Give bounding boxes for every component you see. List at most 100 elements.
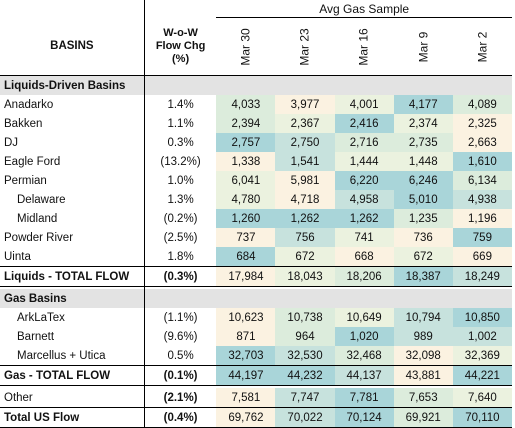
- basin-name: ArkLaTex: [0, 308, 145, 327]
- basin-row: Other (2.1%) 7,581 7,747 7,781 7,653 7,640: [0, 388, 512, 408]
- gas-sample-value: 1,020: [334, 327, 394, 346]
- gas-sample-value: 1,262: [334, 209, 394, 228]
- header-blank-cell: [0, 0, 145, 18]
- basin-row: Anadarko 1.4% 4,033 3,977 4,001 4,177 4,089: [0, 95, 512, 114]
- gas-sample-value: 10,623: [216, 308, 276, 327]
- gas-sample-value: 6,041: [216, 171, 276, 190]
- gas-sample-value: 2,374: [393, 114, 453, 133]
- basin-name: Gas Basins: [0, 289, 145, 308]
- gas-sample-value: 672: [393, 247, 453, 267]
- wow-change-value: (9.6%): [163, 330, 198, 343]
- gas-sample-value: 736: [393, 228, 453, 247]
- gas-sample-value: [334, 289, 394, 308]
- gas-sample-value: 6,134: [452, 171, 512, 190]
- gas-sample-value: 6,246: [393, 171, 453, 190]
- gas-sample-value: 1,196: [452, 209, 512, 228]
- gas-sample-value: 10,794: [393, 308, 453, 327]
- avg-gas-sample-title: Avg Gas Sample: [216, 0, 512, 18]
- basin-name: Bakken: [0, 114, 145, 133]
- chg-header-line-3: (%): [172, 52, 190, 65]
- wow-change-value: 1.0%: [167, 174, 194, 187]
- gas-sample-value: 70,124: [334, 407, 394, 428]
- date-label: Mar 2: [475, 31, 490, 62]
- gas-sample-value: 756: [275, 228, 335, 247]
- gas-sample-value: 5,981: [275, 171, 335, 190]
- wow-change-value: (0.4%): [144, 407, 217, 428]
- wow-change-value: 1.3%: [167, 193, 194, 206]
- spacer-row: [0, 286, 512, 289]
- gas-sample-value: 4,033: [216, 95, 276, 114]
- gas-sample-value: 668: [334, 247, 394, 267]
- gas-sample-value: 7,640: [452, 388, 512, 408]
- wow-change-value: 0.3%: [167, 136, 194, 149]
- gas-sample-value: [334, 75, 394, 95]
- header-row: BASINS W-o-W Flow Chg (%) Mar 30 Mar 23 …: [0, 17, 512, 76]
- gas-sample-value: 5,010: [393, 190, 453, 209]
- gas-sample-value: 70,110: [452, 407, 512, 428]
- date-label: Mar 16: [357, 27, 372, 66]
- basin-name: Permian: [0, 171, 145, 190]
- gas-sample-value: 32,098: [393, 346, 453, 366]
- header-top-row: Avg Gas Sample: [0, 0, 512, 18]
- gas-sample-value: 32,369: [452, 346, 512, 366]
- gas-sample-value: 2,367: [275, 114, 335, 133]
- basin-name: Liquids - TOTAL FLOW: [0, 266, 145, 287]
- gas-sample-value: 43,881: [393, 365, 453, 386]
- gas-sample-value: [275, 75, 335, 95]
- gas-sample-value: 741: [334, 228, 394, 247]
- gas-sample-value: [275, 289, 335, 308]
- gas-sample-value: 4,001: [334, 95, 394, 114]
- gas-sample-value: 1,262: [275, 209, 335, 228]
- gas-sample-value: 7,581: [216, 388, 276, 408]
- gas-sample-value: 2,325: [452, 114, 512, 133]
- date-header: Mar 30: [216, 18, 275, 76]
- gas-sample-value: [216, 289, 276, 308]
- gas-sample-value: 10,850: [452, 308, 512, 327]
- date-header: Mar 9: [394, 18, 453, 76]
- gas-sample-value: 4,958: [334, 190, 394, 209]
- basin-name: Other: [0, 388, 145, 408]
- gas-sample-value: 684: [216, 247, 276, 267]
- gas-sample-value: 737: [216, 228, 276, 247]
- basin-row: Barnett (9.6%) 871 964 1,020 989 1,002: [0, 327, 512, 346]
- gas-sample-value: 1,338: [216, 152, 276, 171]
- basin-name: Total US Flow: [0, 407, 145, 428]
- basin-name: Eagle Ford: [0, 152, 145, 171]
- gas-sample-value: 44,221: [452, 365, 512, 386]
- wow-change-value: (0.2%): [163, 212, 198, 225]
- total-row: Gas - TOTAL FLOW (0.1%) 44,197 44,232 44,137…: [0, 365, 512, 386]
- date-header: Mar 23: [275, 18, 334, 76]
- basin-name: Delaware: [0, 190, 145, 209]
- wow-change-value: (1.1%): [163, 311, 198, 324]
- gas-sample-value: [452, 75, 512, 95]
- gas-sample-value: 2,750: [275, 133, 335, 152]
- gas-sample-value: [452, 289, 512, 308]
- gas-sample-value: 1,002: [452, 327, 512, 346]
- basin-name: Midland: [0, 209, 145, 228]
- basin-row: ArkLaTex (1.1%) 10,623 10,738 10,649 10,794 10…: [0, 308, 512, 327]
- basin-row: Permian 1.0% 6,041 5,981 6,220 6,246 6,134: [0, 171, 512, 190]
- basin-row: Uinta 1.8% 684 672 668 672 669: [0, 247, 512, 267]
- basin-name: DJ: [0, 133, 145, 152]
- date-header: Mar 2: [453, 18, 512, 76]
- gas-sample-value: 964: [275, 327, 335, 346]
- wow-change-value: [144, 75, 217, 95]
- wow-change-value: (2.5%): [163, 231, 198, 244]
- gas-sample-value: 10,649: [334, 308, 394, 327]
- gas-sample-value: 2,416: [334, 114, 394, 133]
- gas-sample-value: 871: [216, 327, 276, 346]
- section-header-row: Liquids-Driven Basins: [0, 75, 512, 95]
- gas-sample-value: 32,468: [334, 346, 394, 366]
- spacer-cell: [0, 385, 145, 388]
- gas-sample-value: 3,977: [275, 95, 335, 114]
- gas-sample-value: 4,938: [452, 190, 512, 209]
- gas-sample-value: 17,984: [216, 266, 276, 287]
- gas-sample-value: 44,197: [216, 365, 276, 386]
- basin-row: Delaware 1.3% 4,780 4,718 4,958 5,010 4,938: [0, 190, 512, 209]
- gas-sample-value: 4,780: [216, 190, 276, 209]
- wow-change-value: (0.3%): [144, 266, 217, 287]
- gas-sample-value: 1,610: [452, 152, 512, 171]
- gas-sample-value: 1,448: [393, 152, 453, 171]
- spacer-cell: [0, 286, 145, 289]
